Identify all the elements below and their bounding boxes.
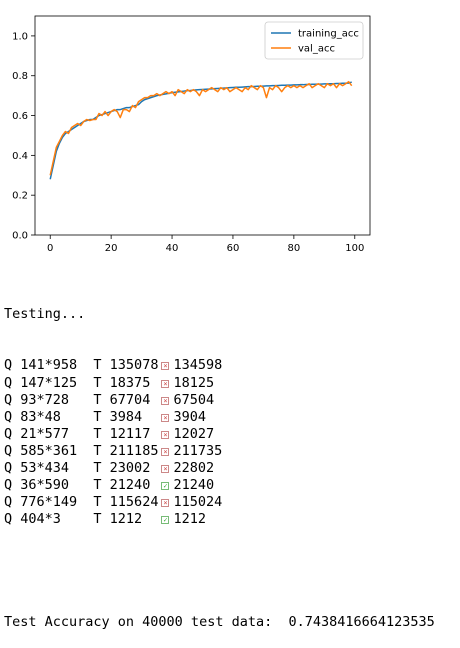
guess: 3904 [173, 408, 206, 425]
series-line-val_acc [49, 80, 353, 176]
cross-icon: × [161, 379, 170, 388]
cross-icon: × [161, 413, 170, 422]
x-tick-label: 0 [47, 243, 53, 254]
plot-frame [34, 15, 371, 236]
console-row: Q 141*958 T 135078 × 134598 [4, 357, 435, 374]
cross-icon: × [161, 447, 170, 456]
console-row: Q 83*48 T 3984 × 3904 [4, 409, 435, 426]
target: T 135078 [93, 357, 159, 374]
console-row: Q 404*3 T 1212 ✓ 1212 [4, 511, 435, 528]
guess: 67504 [173, 391, 215, 408]
cross-icon: × [161, 396, 170, 405]
console-row: Q 53*434 T 23002 × 22802 [4, 460, 435, 477]
question: Q 21*577 [4, 425, 86, 442]
guess: 211735 [173, 442, 223, 459]
target: T 21240 [93, 477, 159, 494]
x-tick-label: 60 [227, 243, 240, 254]
target: T 3984 [93, 408, 159, 425]
guess: 12027 [173, 425, 215, 442]
cross-icon: × [161, 499, 170, 508]
target: T 18375 [93, 374, 159, 391]
cross-icon: × [161, 430, 170, 439]
guess: 1212 [173, 511, 206, 528]
console-row: Q 93*728 T 67704 × 67504 [4, 392, 435, 409]
question: Q 53*434 [4, 460, 86, 477]
target: T 12117 [93, 425, 159, 442]
x-tick-label: 20 [105, 243, 118, 254]
target: T 1212 [93, 511, 159, 528]
target: T 23002 [93, 460, 159, 477]
x-tick-label: 80 [287, 243, 300, 254]
console-header: Testing... [4, 306, 86, 323]
console-row: Q 585*361 T 211185 × 211735 [4, 443, 435, 460]
question: Q 141*958 [4, 357, 86, 374]
series-line-training_acc [49, 81, 352, 180]
y-tick-label: 1.0 [12, 31, 28, 42]
check-icon: ✓ [161, 516, 170, 525]
legend: training_acc val_acc [264, 21, 364, 60]
guess: 21240 [173, 477, 215, 494]
legend-label: training_acc [298, 29, 359, 40]
question: Q 93*728 [4, 391, 86, 408]
accuracy-chart: 0 20 40 60 80 100 0.0 0.2 0.4 0.6 0.8 1.0 training_… [12, 15, 371, 254]
y-tick-label: 0.6 [12, 111, 28, 122]
guess: 18125 [173, 374, 215, 391]
question: Q 147*125 [4, 374, 86, 391]
guess: 22802 [173, 460, 215, 477]
x-tick-label: 100 [345, 243, 364, 254]
y-tick-label: 0.8 [12, 71, 28, 82]
question: Q 404*3 [4, 511, 86, 528]
cross-icon: × [161, 465, 170, 474]
cross-icon: × [161, 362, 170, 371]
y-tick-label: 0.2 [12, 191, 28, 202]
console-output: Testing... Q 141*958 T 135078 × 134598 Q 14… [4, 272, 435, 648]
target: T 211185 [93, 442, 159, 459]
legend-box [264, 21, 364, 60]
y-tick-label: 0.0 [12, 231, 28, 242]
question: Q 83*48 [4, 408, 86, 425]
target: T 67704 [93, 391, 159, 408]
accuracy-line: Test Accuracy on 40000 test data: 0.7438… [4, 613, 435, 630]
console-row: Q 21*577 T 12117 × 12027 [4, 426, 435, 443]
check-icon: ✓ [161, 482, 170, 491]
legend-label: val_acc [298, 44, 335, 55]
question: Q 36*590 [4, 477, 86, 494]
console-row: Q 147*125 T 18375 × 18125 [4, 375, 435, 392]
console-row: Q 36*590 T 21240 ✓ 21240 [4, 477, 435, 494]
question: Q 585*361 [4, 442, 86, 459]
x-tick-label: 40 [166, 243, 179, 254]
y-tick-label: 0.4 [12, 151, 28, 162]
guess: 134598 [173, 357, 223, 374]
